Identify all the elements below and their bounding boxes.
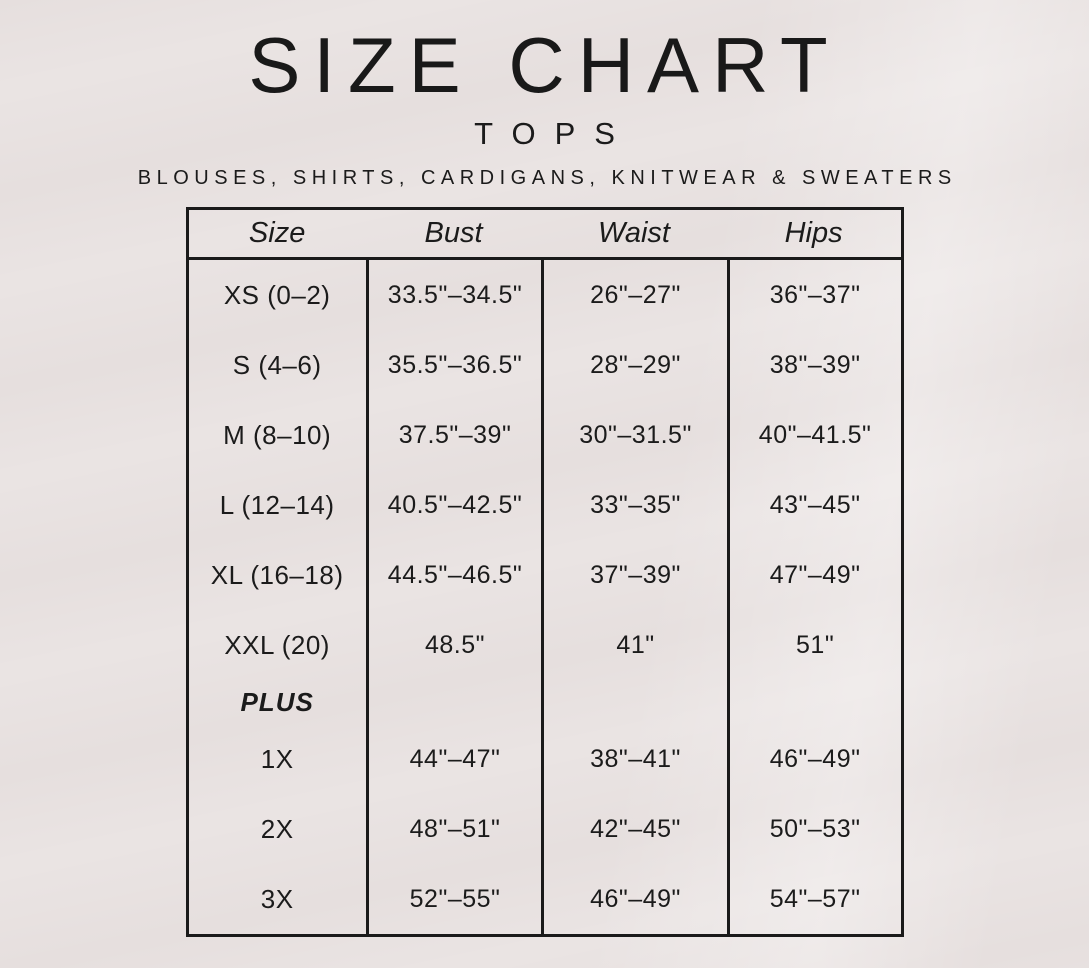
- cell-waist: 26"–27": [541, 260, 726, 330]
- cell-waist: 41": [541, 610, 726, 680]
- cell-size: XL (16–18): [210, 559, 344, 590]
- cell-hips: 43"–45": [726, 470, 901, 540]
- cell-bust: 44"–47": [365, 724, 542, 794]
- cell-waist: 33"–35": [541, 470, 726, 540]
- cell-waist: 42"–45": [541, 794, 726, 864]
- cell-bust: 35.5"–36.5": [365, 330, 542, 400]
- page-title: SIZE CHART: [248, 21, 841, 109]
- empty-cell: [726, 680, 901, 724]
- cell-hips: 38"–39": [726, 330, 901, 400]
- page-content: SIZE CHART TOPS BLOUSES, SHIRTS, CARDIGA…: [137, 21, 957, 937]
- page-subtitle: TOPS: [474, 116, 634, 151]
- header-hips: Hips: [784, 217, 843, 249]
- cell-waist: 46"–49": [541, 864, 726, 934]
- cell-size: 2X: [260, 813, 294, 844]
- cell-hips: 50"–53": [726, 794, 901, 864]
- cell-size: 1X: [260, 743, 294, 774]
- header-size: Size: [248, 217, 306, 249]
- plus-section-label: PLUS: [240, 686, 314, 717]
- cell-waist: 28"–29": [541, 330, 726, 400]
- cell-waist: 30"–31.5": [541, 400, 726, 470]
- size-table: Size Bust Waist Hips XS (0–2) 33.5"–34.5…: [185, 207, 904, 937]
- cell-size: M (8–10): [223, 419, 332, 450]
- empty-cell: [541, 680, 726, 724]
- empty-cell: [365, 680, 542, 724]
- cell-size: S (4–6): [232, 349, 322, 380]
- size-table-body: XS (0–2) 33.5"–34.5" 26"–27" 36"–37" S (…: [189, 260, 901, 934]
- cell-hips: 36"–37": [726, 260, 901, 330]
- cell-bust: 40.5"–42.5": [365, 470, 542, 540]
- header-bust: Bust: [424, 217, 483, 249]
- cell-hips: 47"–49": [726, 540, 901, 610]
- cell-bust: 37.5"–39": [365, 400, 542, 470]
- cell-waist: 37"–39": [541, 540, 726, 610]
- cell-size: XS (0–2): [223, 279, 331, 310]
- cell-bust: 48.5": [365, 610, 542, 680]
- cell-hips: 40"–41.5": [726, 400, 901, 470]
- cell-hips: 54"–57": [726, 864, 901, 934]
- size-table-header-row: Size Bust Waist Hips: [188, 210, 901, 260]
- cell-hips: 46"–49": [726, 724, 901, 794]
- cell-size: XXL (20): [224, 629, 330, 660]
- cell-bust: 48"–51": [365, 794, 542, 864]
- cell-bust: 33.5"–34.5": [365, 260, 542, 330]
- page-tagline: BLOUSES, SHIRTS, CARDIGANS, KNITWEAR & S…: [137, 167, 957, 189]
- cell-size: 3X: [260, 883, 294, 914]
- cell-hips: 51": [726, 610, 901, 680]
- cell-bust: 52"–55": [365, 864, 542, 934]
- cell-size: L (12–14): [219, 489, 335, 520]
- cell-bust: 44.5"–46.5": [365, 540, 542, 610]
- cell-waist: 38"–41": [541, 724, 726, 794]
- header-waist: Waist: [598, 217, 670, 249]
